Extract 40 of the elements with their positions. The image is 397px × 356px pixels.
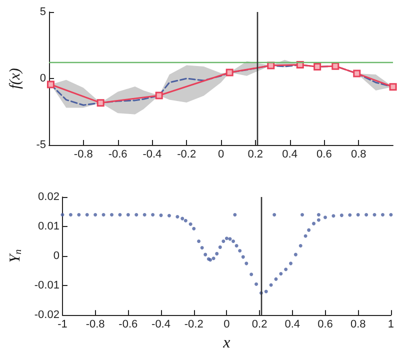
x-tick-label: 0.2 [248, 148, 264, 160]
x-tick-label: -0.8 [86, 318, 105, 331]
y-tick-label: 5 [40, 6, 46, 18]
point [389, 83, 397, 91]
x-tick-label: 0.8 [350, 318, 366, 331]
point [46, 80, 54, 88]
x-axis-title: x [222, 334, 230, 352]
x-tick-label: 0.4 [282, 148, 298, 160]
point [96, 99, 104, 107]
x-tick-label: 0.6 [318, 318, 333, 331]
point [226, 68, 234, 76]
x-tick-label: -0.4 [142, 148, 162, 160]
x-tick-label: -1 [58, 318, 68, 331]
x-tick-label: 1 [388, 318, 394, 331]
x-tick-label: -0.2 [184, 318, 204, 331]
x-tick-label: 0.2 [252, 318, 268, 331]
y-tick-label: 0 [40, 72, 46, 84]
y-axis-title: f(x) [8, 68, 24, 89]
x-tick-label: 0.6 [316, 148, 332, 160]
y-axis-title: Υn [8, 249, 24, 263]
point [267, 62, 275, 70]
y-tick-label: -5 [36, 139, 46, 151]
point [155, 92, 163, 100]
x-tick-label: -0.4 [152, 318, 170, 331]
x-tick-label: 0 [218, 148, 224, 160]
y-tick-label: 0.02 [38, 191, 60, 203]
x-tick-label: -0.2 [177, 148, 196, 160]
y-tick-label: -0.01 [34, 280, 60, 292]
y-tick-label: 0 [53, 250, 60, 262]
point [332, 62, 340, 70]
x-tick-label: 0.4 [284, 318, 300, 331]
x-tick-label: -0.8 [74, 148, 93, 160]
x-tick-label: 0.8 [350, 148, 366, 160]
x-tick-label: -0.6 [108, 148, 128, 160]
x-tick-label: -0.6 [118, 318, 138, 331]
point [314, 63, 322, 71]
point [353, 70, 361, 78]
y-tick-label: 0.01 [38, 220, 60, 233]
y-tick-label: -0.02 [34, 309, 60, 322]
x-tick-label: 0 [224, 318, 230, 331]
